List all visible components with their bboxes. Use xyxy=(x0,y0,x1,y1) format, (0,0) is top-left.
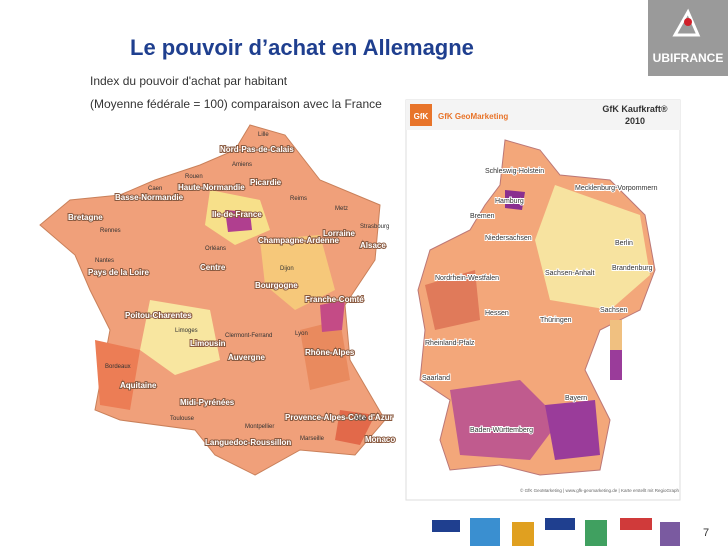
map-patch xyxy=(335,410,375,445)
city-label: Amiens xyxy=(232,162,252,168)
region-label: Pays de la Loire xyxy=(88,268,149,277)
deco xyxy=(470,518,500,546)
city-label: Nice xyxy=(355,416,368,422)
region-label: Champagne-Ardenne xyxy=(258,236,339,245)
region-label: Poitou-Charentes xyxy=(125,311,192,320)
region-label: Saarland xyxy=(422,375,450,382)
region-label: Alsace xyxy=(360,241,386,250)
deco xyxy=(512,522,534,546)
gfk-brand: GfK GeoMarketing xyxy=(438,112,508,121)
map-patch xyxy=(140,300,220,375)
logo-dot xyxy=(684,18,692,26)
region-label: Languedoc-Roussillon xyxy=(205,438,291,447)
region-label: Berlin xyxy=(615,240,633,247)
region-label: Rhône-Alpes xyxy=(305,348,355,357)
map-patch xyxy=(450,380,560,460)
city-label: Clermont-Ferrand xyxy=(225,333,272,339)
city-label: Marseille xyxy=(300,436,325,442)
germany-year: 2010 xyxy=(625,116,645,126)
region-label: Ile-de-France xyxy=(212,210,262,219)
city-label: Bordeaux xyxy=(105,364,131,370)
region-label: Hamburg xyxy=(495,198,524,205)
region-label: Sachsen xyxy=(600,307,627,314)
region-label: Mecklenburg-Vorpommern xyxy=(575,185,658,192)
region-label: Hessen xyxy=(485,310,509,317)
city-label: Nantes xyxy=(95,258,114,264)
region-label: Nord-Pas-de-Calais xyxy=(220,145,294,154)
subtitle: (Moyenne fédérale = 100) comparaison ave… xyxy=(90,97,382,111)
region-label: Baden-Württemberg xyxy=(470,427,533,434)
region-label: Bremen xyxy=(470,213,495,220)
legend-swatches xyxy=(610,350,622,380)
region-label: Nordrhein-Westfalen xyxy=(435,275,499,282)
city-label: Limoges xyxy=(175,328,198,334)
city-label: Caen xyxy=(148,186,162,192)
region-label: Franche-Comté xyxy=(305,295,364,304)
region-label: Thüringen xyxy=(540,317,572,324)
city-label: Orléans xyxy=(205,246,226,252)
city-label: Toulouse xyxy=(170,416,195,422)
deco xyxy=(585,520,607,546)
region-label: Sachsen-Anhalt xyxy=(545,270,594,277)
map-patch xyxy=(545,400,600,460)
deco xyxy=(660,522,680,546)
city-label: Reims xyxy=(290,196,307,202)
region-label: Basse-Normandie xyxy=(115,193,184,202)
city-label: Lyon xyxy=(295,331,308,337)
deco xyxy=(620,518,652,530)
map-patch xyxy=(425,270,480,330)
region-label: Provence-Alpes-Côte d'Azur xyxy=(285,413,393,422)
city-label: Rouen xyxy=(185,174,203,180)
map-patch xyxy=(300,320,350,390)
region-label: Bretagne xyxy=(68,213,103,222)
map-patch xyxy=(505,190,525,210)
deco xyxy=(432,520,460,532)
region-label: Auvergne xyxy=(228,353,265,362)
map-patch xyxy=(225,210,252,232)
region-label: Picardie xyxy=(250,178,282,187)
city-label: Dijon xyxy=(280,266,294,272)
region-label: Haute-Normandie xyxy=(178,183,245,192)
logo-text: UBIFRANCE xyxy=(653,51,724,65)
gfk-logo-box xyxy=(410,104,432,126)
france-map xyxy=(39,124,386,476)
region-label: Niedersachsen xyxy=(485,235,532,242)
page-number: 7 xyxy=(703,527,709,539)
slide-title: Le pouvoir d’achat en Allemagne xyxy=(130,35,474,60)
germany-title: GfK Kaufkraft® xyxy=(602,104,668,114)
map-patch xyxy=(260,235,335,310)
region-label: Brandenburg xyxy=(612,265,653,272)
region-label: Bayern xyxy=(565,395,587,402)
region-label: Rheinland-Pfalz xyxy=(425,340,475,347)
region-label: Midi-Pyrénées xyxy=(180,398,235,407)
city-label: Metz xyxy=(335,206,348,212)
city-label: Montpellier xyxy=(245,424,274,430)
deco xyxy=(545,518,575,530)
region-label: Lorraine xyxy=(323,229,356,238)
map-credit: © GfK GeoMarketing | www.gfk-geomarketin… xyxy=(520,487,679,493)
logo-icon xyxy=(672,8,701,37)
subtitle: Index du pouvoir d'achat par habitant xyxy=(90,74,288,88)
region-label: Schleswig-Holstein xyxy=(485,168,544,175)
city-label: Lille xyxy=(258,132,269,138)
region-label: Centre xyxy=(200,263,226,272)
region-label: Bourgogne xyxy=(255,281,298,290)
region-label: Monaco xyxy=(365,435,395,444)
germany-header xyxy=(406,100,680,130)
region-label: Limousin xyxy=(190,339,226,348)
city-label: Strasbourg xyxy=(360,224,389,230)
map-patch xyxy=(535,185,650,310)
gfk-logo: GfK xyxy=(414,112,429,121)
map-patch xyxy=(95,340,140,410)
city-label: Rennes xyxy=(100,228,121,234)
germany-map xyxy=(417,139,656,476)
map-patch xyxy=(320,300,345,332)
region-label: Aquitaine xyxy=(120,381,157,390)
